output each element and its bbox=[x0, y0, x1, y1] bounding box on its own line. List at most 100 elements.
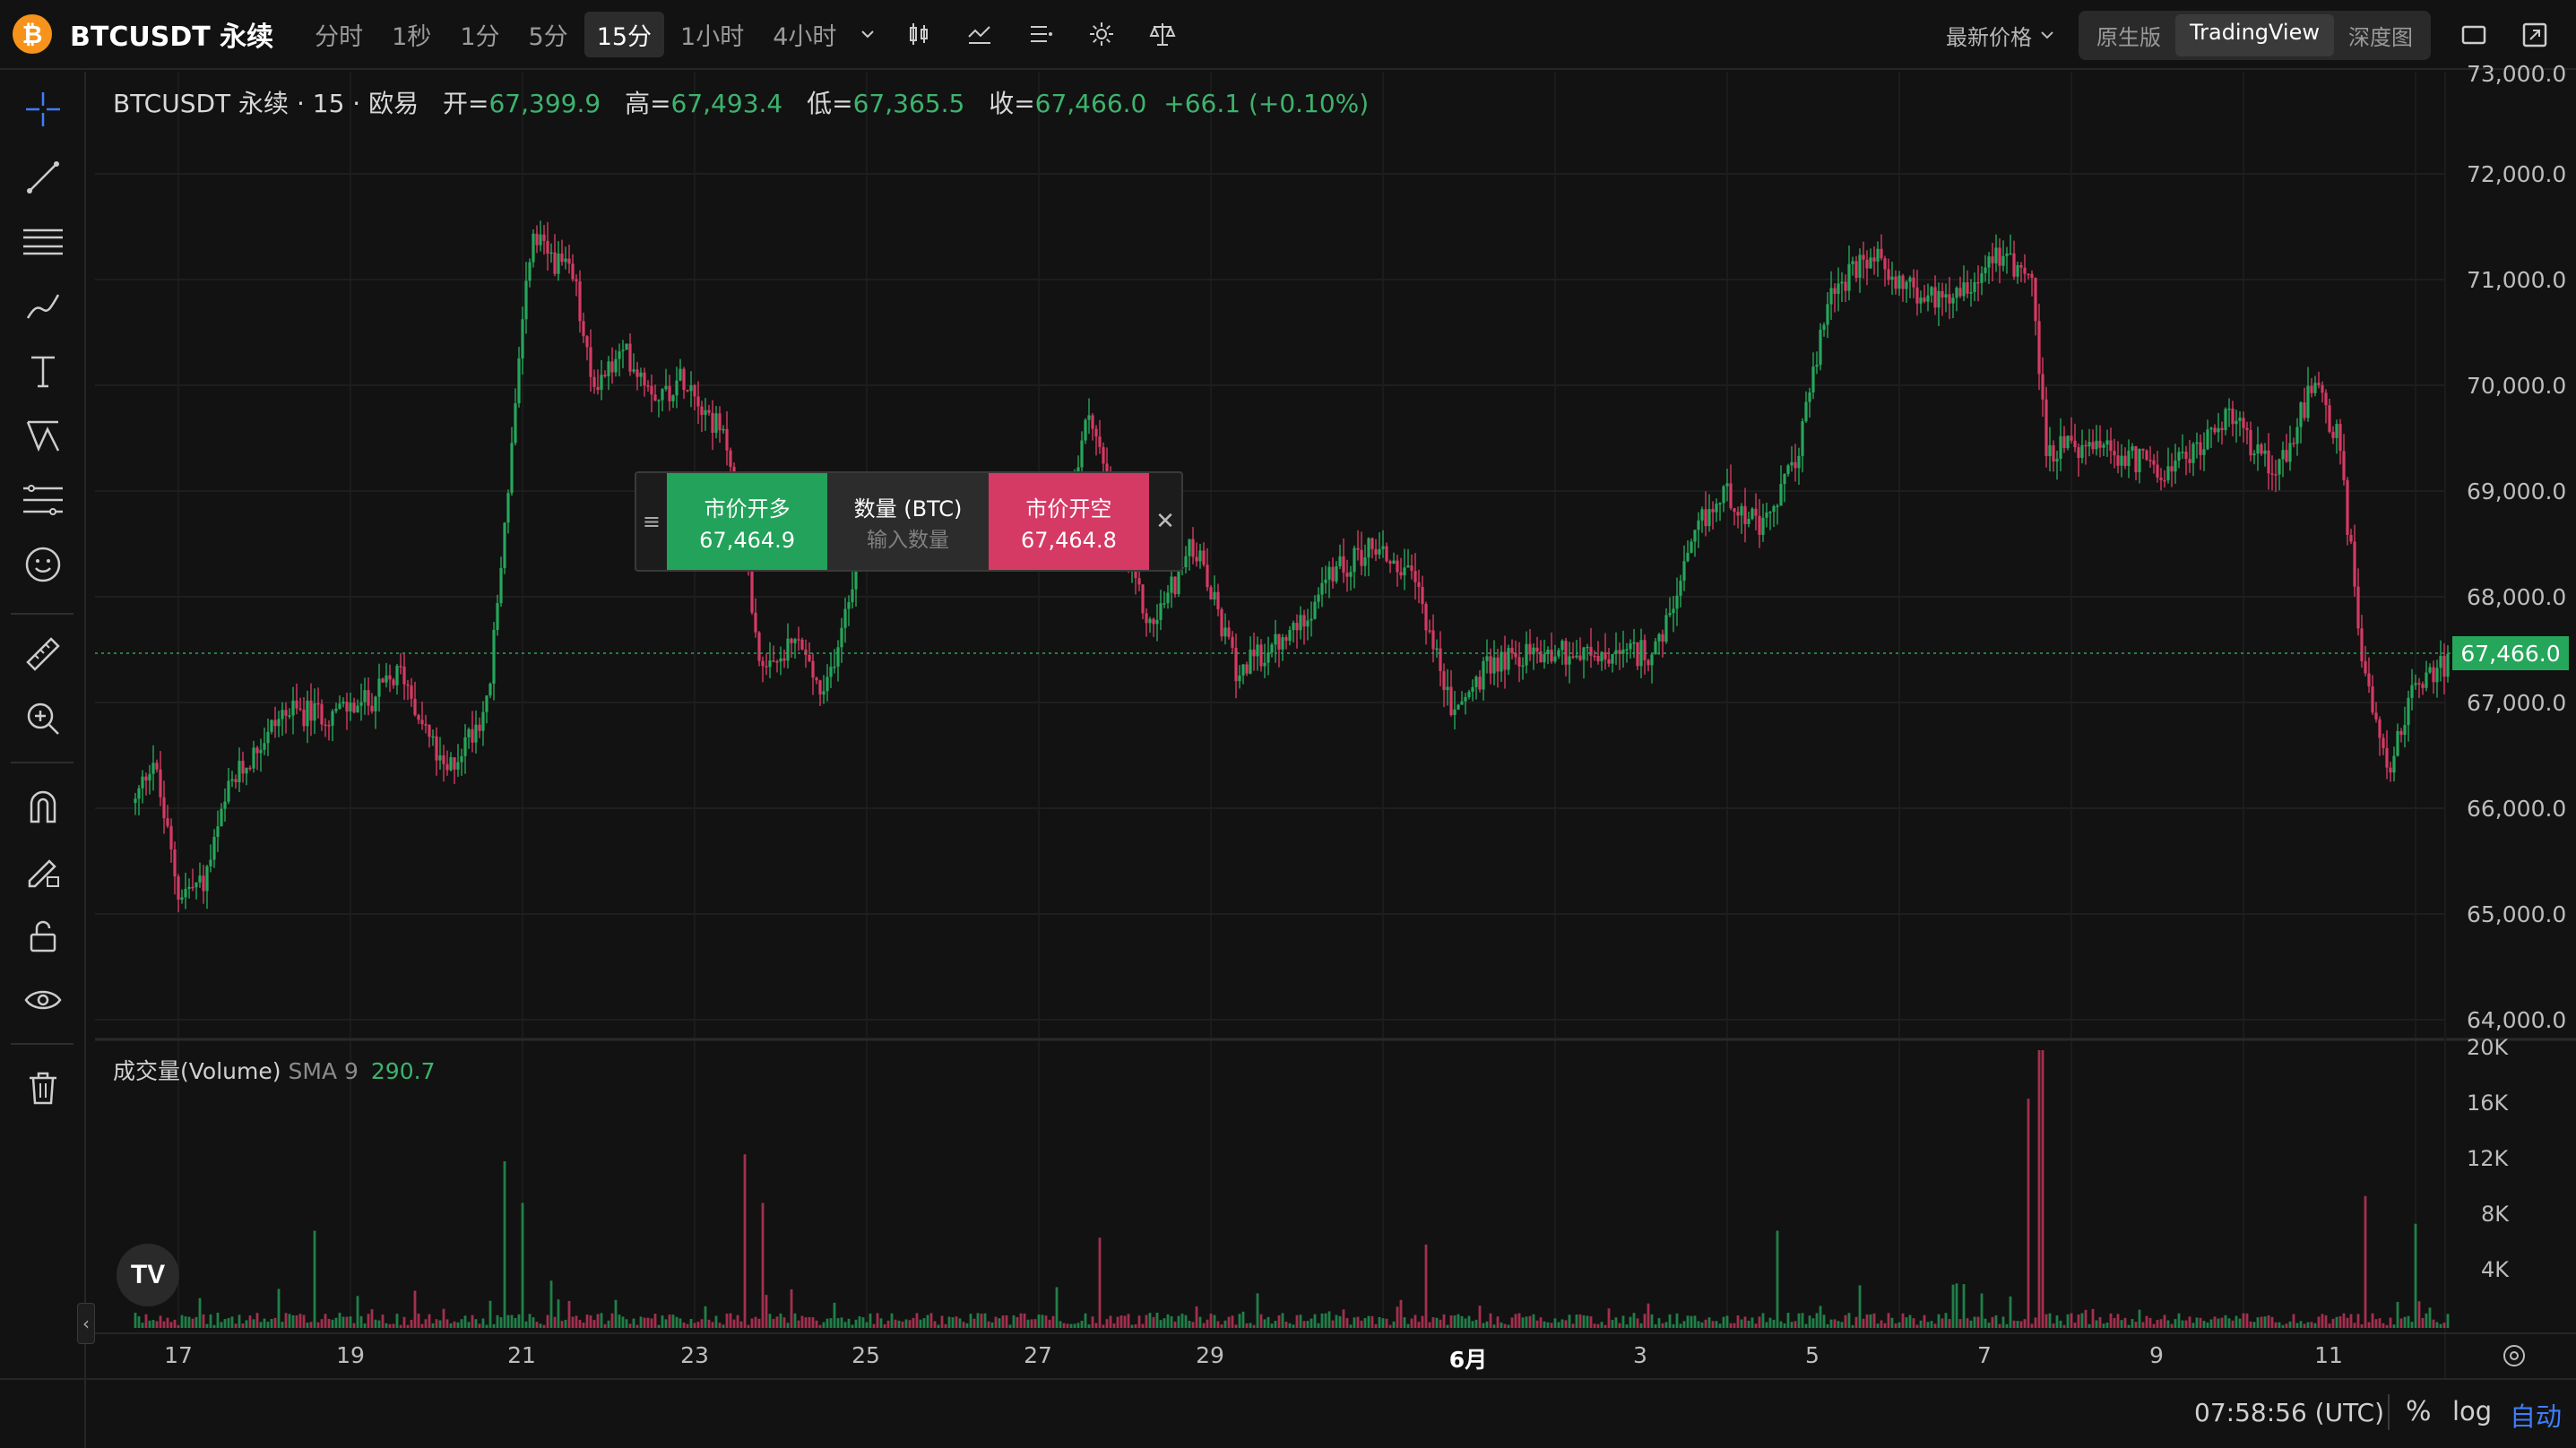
candle-body bbox=[553, 252, 557, 274]
chevron-down-icon bbox=[2041, 31, 2053, 39]
window-icon[interactable] bbox=[2454, 15, 2494, 55]
buy-price: 67,464.9 bbox=[699, 527, 796, 553]
candle-body bbox=[327, 725, 331, 727]
market-short-button[interactable]: 市价开空 67,464.8 bbox=[988, 473, 1150, 570]
text-icon[interactable] bbox=[14, 344, 72, 398]
candle-body bbox=[1575, 655, 1578, 658]
interval-tab[interactable]: 1分 bbox=[460, 22, 500, 51]
eye-icon[interactable] bbox=[14, 973, 72, 1027]
candle-body bbox=[2285, 450, 2288, 462]
candle-body bbox=[2048, 444, 2052, 457]
candle-body bbox=[1284, 637, 1288, 642]
candle-body bbox=[1202, 550, 1206, 565]
volume-bar bbox=[1521, 1317, 1525, 1328]
chevron-down-icon[interactable] bbox=[852, 9, 883, 59]
balance-scale-icon[interactable] bbox=[1137, 9, 1188, 59]
candle-body bbox=[295, 700, 298, 709]
symbol-title[interactable]: BTCUSDT 永续 bbox=[70, 22, 274, 53]
volume-bar bbox=[2177, 1313, 2181, 1328]
volume-bar bbox=[1349, 1324, 1353, 1328]
volume-bar bbox=[2303, 1323, 2306, 1328]
view-depth[interactable]: 深度图 bbox=[2348, 24, 2413, 50]
candle-body bbox=[252, 747, 255, 769]
quantity-label: 数量 (BTC) bbox=[853, 496, 963, 521]
candle-body bbox=[1313, 601, 1317, 619]
volume-bar bbox=[1485, 1321, 1489, 1328]
percent-scale-toggle[interactable]: % bbox=[2406, 1396, 2432, 1427]
volume-bar bbox=[901, 1321, 904, 1328]
gear-icon[interactable] bbox=[1076, 9, 1127, 59]
volume-bar bbox=[503, 1161, 506, 1328]
crosshair-icon[interactable] bbox=[14, 82, 72, 136]
brush-icon[interactable] bbox=[14, 280, 72, 333]
zoom-in-icon[interactable] bbox=[14, 692, 72, 746]
volume-bar bbox=[1019, 1313, 1023, 1328]
trash-icon[interactable] bbox=[14, 1061, 72, 1115]
volume-bar bbox=[155, 1321, 159, 1328]
interval-tab[interactable]: 1小时 bbox=[680, 22, 745, 51]
auto-scale-toggle[interactable]: 自动 bbox=[2510, 1401, 2563, 1432]
fullscreen-icon[interactable] bbox=[2515, 15, 2554, 55]
volume-bar bbox=[1076, 1323, 1080, 1328]
volume-bar bbox=[1740, 1319, 1743, 1328]
volume-bar bbox=[2414, 1223, 2417, 1328]
close-icon[interactable]: ✕ bbox=[1155, 508, 1175, 535]
candle-body bbox=[2242, 418, 2245, 428]
candle-body bbox=[2396, 730, 2399, 756]
interval-tab[interactable]: 分时 bbox=[315, 22, 364, 51]
candle-body bbox=[2181, 452, 2184, 453]
list-settings-icon[interactable] bbox=[1016, 9, 1066, 59]
candles-icon[interactable] bbox=[894, 9, 944, 59]
volume-bar bbox=[1768, 1317, 1772, 1328]
view-native[interactable]: 原生版 bbox=[2096, 24, 2161, 50]
candle-body bbox=[1578, 655, 1582, 660]
ruler-icon[interactable] bbox=[14, 627, 72, 681]
volume-bar bbox=[1707, 1317, 1711, 1328]
utc-clock[interactable]: 07:58:56 (UTC) bbox=[2194, 1398, 2385, 1427]
last-price-dropdown[interactable]: 最新价格 bbox=[1946, 20, 2055, 51]
interval-tab[interactable]: 5分 bbox=[528, 22, 568, 51]
market-long-button[interactable]: 市价开多 67,464.9 bbox=[666, 473, 828, 570]
volume-bar bbox=[370, 1309, 374, 1328]
interval-tab-active[interactable]: 15分 bbox=[583, 11, 665, 57]
volume-bar bbox=[607, 1320, 610, 1328]
lock-drawing-icon[interactable] bbox=[14, 844, 72, 898]
fib-tools-icon[interactable] bbox=[14, 473, 72, 527]
collapse-toolbar-icon[interactable]: ‹ bbox=[77, 1303, 95, 1344]
candle-body bbox=[1786, 465, 1790, 474]
emoji-icon[interactable] bbox=[14, 538, 72, 591]
candle-body bbox=[406, 684, 410, 686]
volume-bar bbox=[761, 1202, 765, 1328]
volume-bar bbox=[2238, 1318, 2242, 1328]
quantity-input[interactable] bbox=[841, 528, 975, 552]
interval-tab[interactable]: 1秒 bbox=[392, 22, 432, 51]
candle-body bbox=[521, 319, 524, 358]
view-tradingview[interactable]: TradingView bbox=[2174, 13, 2334, 56]
indicators-icon[interactable] bbox=[955, 9, 1005, 59]
candle-body bbox=[2274, 474, 2278, 476]
candle-body bbox=[198, 875, 202, 883]
volume-bar bbox=[2396, 1301, 2399, 1328]
horizontal-lines-icon[interactable] bbox=[14, 215, 72, 269]
tradingview-logo[interactable]: TV bbox=[117, 1244, 179, 1306]
candle-body bbox=[2324, 392, 2328, 406]
candle-body bbox=[704, 409, 707, 416]
candle-body bbox=[2367, 673, 2371, 687]
candle-body bbox=[1761, 517, 1765, 535]
magnet-icon[interactable] bbox=[14, 780, 72, 833]
candle-body bbox=[689, 384, 693, 392]
candle-body bbox=[1686, 552, 1690, 562]
candle-body bbox=[220, 808, 223, 827]
volume-bar bbox=[2263, 1316, 2267, 1328]
drag-handle-icon[interactable]: ≡ bbox=[642, 509, 661, 534]
unlock-icon[interactable] bbox=[14, 909, 72, 962]
candle-body bbox=[227, 780, 230, 802]
interval-tab[interactable]: 4小时 bbox=[773, 22, 837, 51]
pattern-icon[interactable] bbox=[14, 409, 72, 462]
trend-line-icon[interactable] bbox=[14, 151, 72, 204]
axis-settings-icon[interactable] bbox=[2497, 1339, 2531, 1373]
volume-bar bbox=[169, 1322, 173, 1328]
log-scale-toggle[interactable]: log bbox=[2452, 1396, 2493, 1426]
candle-body bbox=[1266, 652, 1270, 663]
